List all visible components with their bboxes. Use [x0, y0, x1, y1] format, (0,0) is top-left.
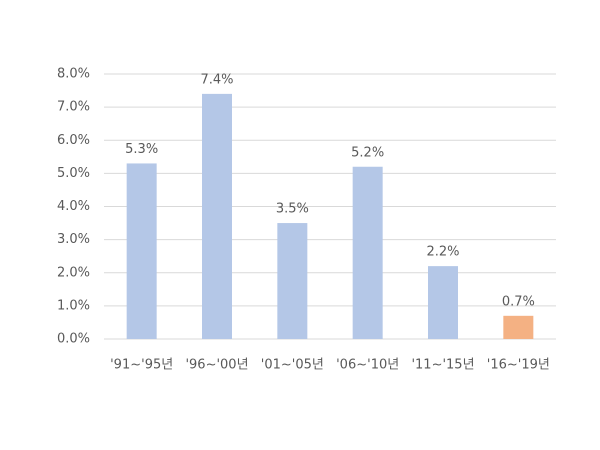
y-tick-label: 5.0% [57, 166, 90, 181]
y-tick-label: 3.0% [57, 232, 90, 247]
y-tick-label: 8.0% [57, 67, 90, 82]
y-tick-label: 6.0% [57, 133, 90, 148]
bar [126, 163, 157, 339]
x-tick-label: '16~'19년 [487, 358, 550, 373]
x-tick-label: '96~'00년 [185, 358, 248, 373]
bar [352, 166, 383, 339]
data-label: 5.2% [351, 145, 384, 160]
y-tick-label: 7.0% [57, 100, 90, 115]
x-tick-label: '01~'05년 [261, 358, 324, 373]
y-tick-label: 1.0% [57, 298, 90, 313]
data-label: 3.5% [276, 202, 309, 217]
x-tick-label: '06~'10년 [336, 358, 399, 373]
data-label: 5.3% [125, 142, 158, 157]
data-label: 2.2% [426, 245, 459, 260]
bar [277, 223, 308, 339]
y-tick-label: 2.0% [57, 265, 90, 280]
data-label: 7.4% [200, 72, 233, 87]
bar [428, 266, 458, 339]
bar [503, 315, 534, 339]
y-tick-label: 0.0% [57, 332, 90, 347]
bar [202, 93, 232, 339]
x-tick-label: '11~'15년 [411, 358, 474, 373]
x-tick-label: '91~'95년 [110, 358, 173, 373]
data-label: 0.7% [502, 294, 535, 309]
y-tick-label: 4.0% [57, 199, 90, 214]
